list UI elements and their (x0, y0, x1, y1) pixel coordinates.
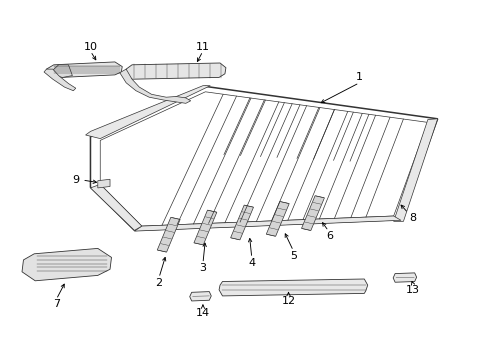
Polygon shape (98, 179, 110, 188)
Polygon shape (266, 202, 288, 236)
Text: 10: 10 (83, 42, 97, 52)
Polygon shape (22, 248, 111, 281)
Text: 14: 14 (196, 308, 209, 318)
Polygon shape (46, 62, 122, 78)
Text: 8: 8 (409, 213, 416, 223)
Text: 2: 2 (155, 278, 162, 288)
Polygon shape (90, 184, 142, 230)
Polygon shape (126, 63, 225, 79)
Text: 1: 1 (355, 72, 362, 82)
Text: 13: 13 (406, 285, 419, 295)
Text: 5: 5 (289, 251, 296, 261)
Polygon shape (219, 279, 367, 296)
Polygon shape (157, 217, 180, 252)
Polygon shape (189, 292, 211, 301)
Polygon shape (392, 273, 416, 282)
Polygon shape (393, 119, 437, 221)
Text: 7: 7 (53, 299, 60, 309)
Polygon shape (194, 210, 216, 245)
Text: 9: 9 (72, 175, 79, 185)
Polygon shape (120, 69, 190, 103)
Text: 12: 12 (281, 296, 295, 306)
Text: 4: 4 (248, 258, 255, 268)
Polygon shape (301, 196, 324, 230)
Polygon shape (85, 86, 210, 139)
Polygon shape (134, 216, 400, 231)
Polygon shape (53, 65, 72, 77)
Text: 11: 11 (196, 42, 209, 52)
Polygon shape (230, 205, 253, 240)
Text: 3: 3 (199, 263, 206, 273)
Polygon shape (44, 69, 76, 91)
Text: 6: 6 (326, 231, 333, 241)
